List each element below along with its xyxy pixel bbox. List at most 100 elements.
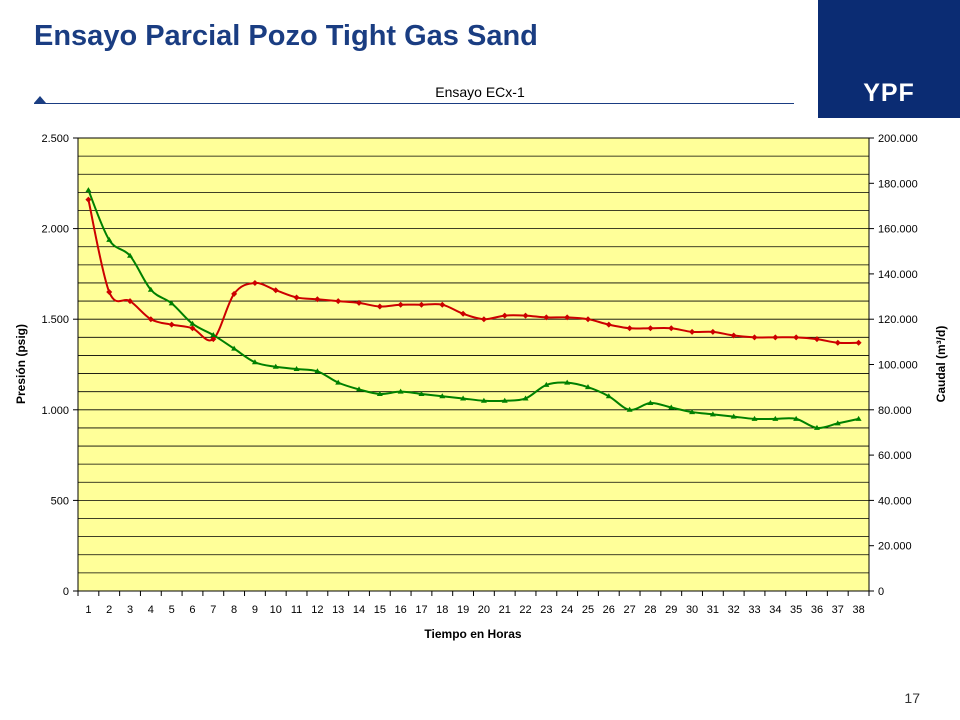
x-tick-label: 30 (686, 604, 698, 616)
y-axis-left-label: Presión (psig) (14, 324, 28, 404)
data-point (730, 332, 737, 339)
chart-title: Ensayo ECx-1 (435, 84, 525, 100)
data-point (855, 415, 862, 421)
data-point (293, 294, 300, 301)
x-tick-label: 15 (374, 604, 386, 616)
x-tick-label: 35 (790, 604, 802, 616)
data-point (356, 299, 363, 306)
y-left-tick-label: 1.500 (41, 314, 69, 326)
title-rule-marker (34, 96, 46, 103)
data-point (751, 415, 758, 421)
y-left-tick-label: 2.500 (41, 133, 69, 145)
x-tick-label: 13 (332, 604, 344, 616)
data-point (147, 316, 154, 323)
y-right-tick-label: 20.000 (878, 541, 912, 553)
data-point (793, 334, 800, 341)
data-point (335, 379, 342, 385)
data-point (127, 252, 134, 258)
x-axis: 1 2 3 4 5 6 7 8 9 10 11 12 13 14 15 16 17 18 19 20 21 22 23 24 2… (77, 591, 870, 616)
y-left-tick-label: 500 (51, 495, 69, 507)
x-tick-label: 7 (210, 604, 216, 616)
x-tick-label: 18 (436, 604, 448, 616)
y-right-tick-label: 200.000 (878, 133, 918, 145)
x-tick-label: 4 (148, 604, 154, 616)
series-caudal (85, 187, 862, 430)
x-axis-label: Tiempo en Horas (424, 627, 521, 641)
data-point (356, 386, 363, 392)
data-point (501, 312, 508, 319)
y-right-tick-label: 100.000 (878, 360, 918, 372)
data-point (605, 393, 612, 399)
x-tick-label: 25 (582, 604, 594, 616)
x-tick-label: 37 (832, 604, 844, 616)
y-left-tick-label: 1.000 (41, 405, 69, 417)
data-point (772, 334, 779, 341)
right-axis: 0 20.000 40.000 60.000 80.000 100.000 120.000 1… (869, 133, 918, 598)
data-point (335, 298, 342, 305)
y-right-tick-label: 40.000 (878, 495, 912, 507)
data-point (501, 397, 508, 403)
data-point (855, 339, 862, 346)
x-tick-label: 2 (106, 604, 112, 616)
data-point (709, 411, 716, 417)
y-left-tick-label: 0 (63, 586, 69, 598)
data-point (647, 400, 654, 406)
y-right-tick-label: 160.000 (878, 224, 918, 236)
data-point (668, 325, 675, 332)
x-tick-label: 20 (478, 604, 490, 616)
data-point (210, 332, 217, 338)
series-presion (85, 196, 862, 346)
x-tick-label: 26 (603, 604, 615, 616)
data-point (376, 303, 383, 310)
data-point (168, 321, 175, 328)
x-tick-label: 33 (748, 604, 760, 616)
data-point (314, 296, 321, 303)
y-left-tick-label: 2.000 (41, 224, 69, 236)
gridlines (78, 155, 869, 574)
data-point (564, 314, 571, 321)
data-point (439, 301, 446, 308)
data-point (231, 290, 238, 297)
data-point (85, 187, 92, 193)
data-point (189, 325, 196, 332)
data-point (584, 384, 591, 390)
x-tick-label: 10 (270, 604, 282, 616)
title-rule (34, 103, 794, 104)
data-point (522, 312, 529, 319)
data-point (397, 301, 404, 308)
x-tick-label: 11 (291, 604, 302, 616)
data-point (751, 334, 758, 341)
y-right-tick-label: 60.000 (878, 450, 912, 462)
data-point (522, 395, 529, 401)
data-point (626, 325, 633, 332)
data-point (106, 236, 113, 242)
x-tick-label: 5 (169, 604, 175, 616)
data-point (480, 397, 487, 403)
x-tick-label: 31 (707, 604, 719, 616)
x-tick-label: 23 (540, 604, 552, 616)
data-point (106, 289, 113, 296)
x-tick-label: 8 (231, 604, 237, 616)
plot-area (77, 137, 870, 592)
data-point (689, 328, 696, 335)
x-tick-label: 19 (457, 604, 469, 616)
x-tick-label: 22 (519, 604, 531, 616)
x-tick-label: 34 (769, 604, 781, 616)
data-point (314, 368, 321, 374)
data-point (543, 381, 550, 387)
data-point (460, 395, 467, 401)
slide-title: Ensayo Parcial Pozo Tight Gas Sand (34, 20, 538, 52)
data-point (564, 379, 571, 385)
data-point (584, 316, 591, 323)
data-point (793, 415, 800, 421)
x-tick-label: 17 (415, 604, 427, 616)
x-tick-label: 6 (189, 604, 195, 616)
data-point (231, 345, 238, 351)
x-tick-label: 28 (644, 604, 656, 616)
data-point (189, 320, 196, 326)
data-point (834, 420, 841, 426)
data-point (772, 415, 779, 421)
data-point (834, 339, 841, 346)
x-tick-label: 3 (127, 604, 133, 616)
